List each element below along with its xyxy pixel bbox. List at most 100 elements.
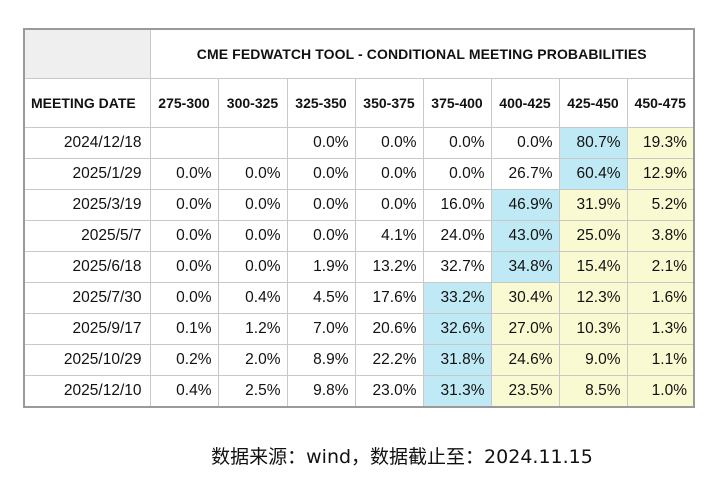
probability-cell: 9.8%	[286, 375, 356, 408]
probability-cell: 34.8%	[490, 251, 560, 283]
table-body: 2024/12/18 0.0% 0.0% 0.0% 0.0% 80.7% 19.3% 2025…	[23, 127, 695, 408]
probability-cell: 2.5%	[217, 375, 288, 408]
probability-cell: 0.0%	[354, 127, 424, 159]
probability-cell: 12.9%	[626, 158, 695, 190]
column-header-row: MEETING DATE 275-300 300-325 325-350 350-37…	[23, 78, 695, 128]
probability-cell: 5.2%	[626, 189, 695, 221]
probability-cell: 43.0%	[490, 220, 560, 252]
probability-cell: 0.1%	[149, 313, 219, 345]
probability-cell: 26.7%	[490, 158, 560, 190]
range-header-350-375: 350-375	[354, 78, 424, 128]
probability-cell: 30.4%	[490, 282, 560, 314]
meeting-date-cell: 2025/5/7	[23, 220, 151, 252]
probability-cell: 1.9%	[286, 251, 356, 283]
source-note: 数据来源：wind，数据截止至：2024.11.15	[211, 446, 593, 468]
probability-cell: 0.4%	[217, 282, 288, 314]
probability-cell: 0.0%	[422, 127, 492, 159]
probability-cell: 25.0%	[558, 220, 628, 252]
probability-cell: 17.6%	[354, 282, 424, 314]
probability-cell: 1.1%	[626, 344, 695, 376]
probability-cell: 2.0%	[217, 344, 288, 376]
probability-cell: 13.2%	[354, 251, 424, 283]
probability-cell: 0.2%	[149, 344, 219, 376]
meeting-date-cell: 2024/12/18	[23, 127, 151, 159]
range-header-375-400: 375-400	[422, 78, 492, 128]
probability-cell: 0.0%	[149, 220, 219, 252]
table-row: 2025/10/29 0.2% 2.0% 8.9% 22.2% 31.8% 24.6% 9.0…	[23, 344, 695, 376]
probability-cell: 0.0%	[286, 189, 356, 221]
probability-cell: 1.3%	[626, 313, 695, 345]
probability-cell: 31.3%	[422, 375, 492, 408]
probability-cell: 4.1%	[354, 220, 424, 252]
probability-cell: 15.4%	[558, 251, 628, 283]
probability-cell: 16.0%	[422, 189, 492, 221]
probability-cell: 1.0%	[626, 375, 695, 408]
probability-cell: 0.0%	[354, 158, 424, 190]
table-row: 2025/12/10 0.4% 2.5% 9.8% 23.0% 31.3% 23.5% 8.5…	[23, 375, 695, 408]
probability-cell: 0.0%	[149, 282, 219, 314]
table-row: 2025/9/17 0.1% 1.2% 7.0% 20.6% 32.6% 27.0% 10.3…	[23, 313, 695, 345]
probability-cell: 80.7%	[558, 127, 628, 159]
meeting-date-cell: 2025/10/29	[23, 344, 151, 376]
table-row: 2025/1/29 0.0% 0.0% 0.0% 0.0% 0.0% 26.7% 60.4% 1…	[23, 158, 695, 190]
range-header-400-425: 400-425	[490, 78, 560, 128]
meeting-date-cell: 2025/1/29	[23, 158, 151, 190]
probability-cell: 3.8%	[626, 220, 695, 252]
probability-cell: 27.0%	[490, 313, 560, 345]
probability-cell: 12.3%	[558, 282, 628, 314]
probability-cell: 8.9%	[286, 344, 356, 376]
probability-cell: 1.6%	[626, 282, 695, 314]
table-row: 2024/12/18 0.0% 0.0% 0.0% 0.0% 80.7% 19.3%	[23, 127, 695, 159]
range-header-300-325: 300-325	[217, 78, 288, 128]
table-row: 2025/6/18 0.0% 0.0% 1.9% 13.2% 32.7% 34.8% 15.4…	[23, 251, 695, 283]
probability-cell: 0.0%	[286, 158, 356, 190]
probability-cell: 0.0%	[217, 189, 288, 221]
probability-cell: 0.4%	[149, 375, 219, 408]
probability-cell: 20.6%	[354, 313, 424, 345]
probability-cell: 0.0%	[286, 127, 356, 159]
probability-cell: 23.5%	[490, 375, 560, 408]
probability-cell: 0.0%	[286, 220, 356, 252]
meeting-date-cell: 2025/12/10	[23, 375, 151, 408]
probability-cell: 0.0%	[354, 189, 424, 221]
probability-cell: 1.2%	[217, 313, 288, 345]
probability-cell: 10.3%	[558, 313, 628, 345]
probability-cell: 22.2%	[354, 344, 424, 376]
meeting-date-cell: 2025/9/17	[23, 313, 151, 345]
range-header-325-350: 325-350	[286, 78, 356, 128]
probability-cell: 0.0%	[217, 220, 288, 252]
table-row: 2025/7/30 0.0% 0.4% 4.5% 17.6% 33.2% 30.4% 12.3…	[23, 282, 695, 314]
probability-cell: 32.7%	[422, 251, 492, 283]
probability-cell: 24.0%	[422, 220, 492, 252]
probability-cell: 33.2%	[422, 282, 492, 314]
fedwatch-probability-table: CME FEDWATCH TOOL - CONDITIONAL MEETING …	[23, 28, 695, 408]
title-row: CME FEDWATCH TOOL - CONDITIONAL MEETING …	[23, 28, 695, 79]
probability-cell: 2.1%	[626, 251, 695, 283]
probability-cell: 23.0%	[354, 375, 424, 408]
probability-cell: 0.0%	[149, 189, 219, 221]
probability-cell: 19.3%	[626, 127, 695, 159]
meeting-date-cell: 2025/6/18	[23, 251, 151, 283]
probability-cell: 31.8%	[422, 344, 492, 376]
probability-cell: 32.6%	[422, 313, 492, 345]
range-header-450-475: 450-475	[626, 78, 695, 128]
meeting-date-header: MEETING DATE	[23, 78, 151, 128]
probability-cell: 0.0%	[217, 251, 288, 283]
meeting-date-cell: 2025/3/19	[23, 189, 151, 221]
table-title: CME FEDWATCH TOOL - CONDITIONAL MEETING …	[149, 28, 695, 79]
table-row: 2025/5/7 0.0% 0.0% 0.0% 4.1% 24.0% 43.0% 25.0% 3…	[23, 220, 695, 252]
probability-cell: 0.0%	[149, 251, 219, 283]
probability-cell: 4.5%	[286, 282, 356, 314]
probability-cell: 0.0%	[490, 127, 560, 159]
probability-cell: 0.0%	[422, 158, 492, 190]
probability-cell: 0.0%	[217, 158, 288, 190]
probability-cell: 46.9%	[490, 189, 560, 221]
probability-cell: 24.6%	[490, 344, 560, 376]
corner-cell	[23, 28, 151, 79]
probability-cell: 60.4%	[558, 158, 628, 190]
meeting-date-cell: 2025/7/30	[23, 282, 151, 314]
probability-cell	[217, 127, 288, 159]
table-row: 2025/3/19 0.0% 0.0% 0.0% 0.0% 16.0% 46.9% 31.9%…	[23, 189, 695, 221]
probability-cell: 0.0%	[149, 158, 219, 190]
probability-cell: 8.5%	[558, 375, 628, 408]
